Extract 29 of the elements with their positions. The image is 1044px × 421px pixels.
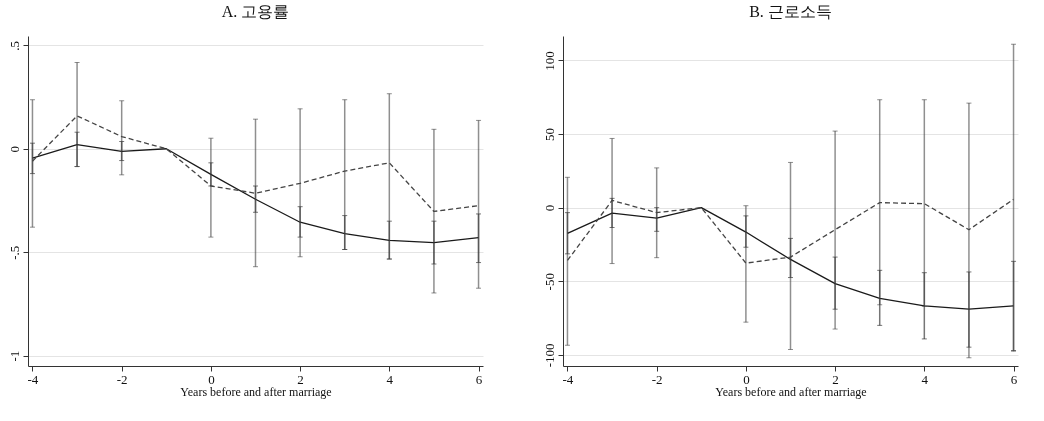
line-series bbox=[566, 198, 1015, 264]
x-tick-label: 6 bbox=[475, 371, 483, 387]
line-series bbox=[31, 143, 480, 244]
y-tick-label: -100 bbox=[541, 343, 557, 368]
chart-title: B. 근로소득 bbox=[749, 3, 832, 20]
y-tick-label: 100 bbox=[541, 51, 557, 71]
chart-title: A. 고용률 bbox=[221, 3, 290, 20]
x-tick-label: 0 bbox=[743, 371, 750, 387]
line-series bbox=[566, 206, 1015, 310]
y-tick-label: .5 bbox=[6, 40, 22, 51]
x-tick-label: 6 bbox=[1010, 371, 1018, 387]
x-tick-label: 2 bbox=[297, 371, 304, 387]
y-tick-label: -1 bbox=[6, 350, 22, 362]
line-series bbox=[31, 115, 480, 213]
x-tick-label: -4 bbox=[562, 371, 574, 387]
x-axis-title: Years before and after marriage bbox=[715, 384, 867, 399]
y-tick-label: -.5 bbox=[6, 245, 22, 260]
x-tick-label: -4 bbox=[27, 371, 39, 387]
y-tick-label: 50 bbox=[541, 128, 557, 142]
y-tick-label: 0 bbox=[541, 204, 557, 212]
x-tick-label: 0 bbox=[208, 371, 215, 387]
x-tick-label: 4 bbox=[921, 371, 929, 387]
x-tick-label: -2 bbox=[116, 371, 128, 387]
x-axis-title: Years before and after marriage bbox=[180, 384, 332, 399]
y-tick-label: -50 bbox=[541, 273, 557, 291]
x-tick-label: -2 bbox=[651, 371, 663, 387]
x-tick-label: 2 bbox=[832, 371, 839, 387]
y-tick-label: 0 bbox=[6, 146, 22, 153]
x-tick-label: 4 bbox=[386, 371, 394, 387]
